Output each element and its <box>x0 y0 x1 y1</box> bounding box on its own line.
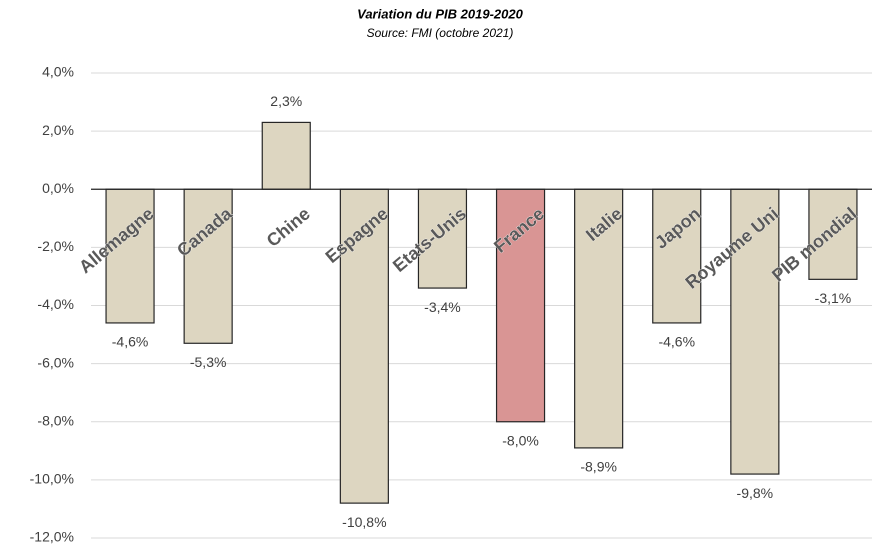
chart-title: Variation du PIB 2019-2020 <box>357 6 523 21</box>
value-label: -10,8% <box>342 514 386 530</box>
y-tick-label: -4,0% <box>37 296 74 312</box>
bar <box>105 188 155 324</box>
y-tick-label: 4,0% <box>42 64 74 80</box>
bar <box>183 188 233 344</box>
bar <box>417 188 468 289</box>
bar <box>730 188 780 475</box>
bar <box>808 188 858 280</box>
value-label: -9,8% <box>737 485 774 501</box>
value-label: -3,4% <box>424 299 461 315</box>
value-label: -4,6% <box>658 334 695 350</box>
value-label: -5,3% <box>190 354 227 370</box>
bar <box>574 188 624 449</box>
bar <box>495 188 546 423</box>
y-tick-label: -12,0% <box>30 529 74 545</box>
value-label: -4,6% <box>112 334 149 350</box>
chart-subtitle: Source: FMI (octobre 2021) <box>367 26 514 40</box>
bar <box>339 188 389 504</box>
y-tick-label: -6,0% <box>37 354 74 370</box>
y-tick-label: 0,0% <box>42 180 74 196</box>
value-label: 2,3% <box>270 93 302 109</box>
value-label: -8,9% <box>580 459 617 475</box>
y-tick-label: -8,0% <box>37 412 74 428</box>
y-tick-label: 2,0% <box>42 122 74 138</box>
value-label: -3,1% <box>815 290 852 306</box>
y-tick-label: -10,0% <box>30 471 74 487</box>
value-label: -8,0% <box>502 432 539 448</box>
x-tick-label: Chine <box>263 203 314 250</box>
y-tick-label: -2,0% <box>37 238 74 254</box>
bar <box>261 121 311 190</box>
